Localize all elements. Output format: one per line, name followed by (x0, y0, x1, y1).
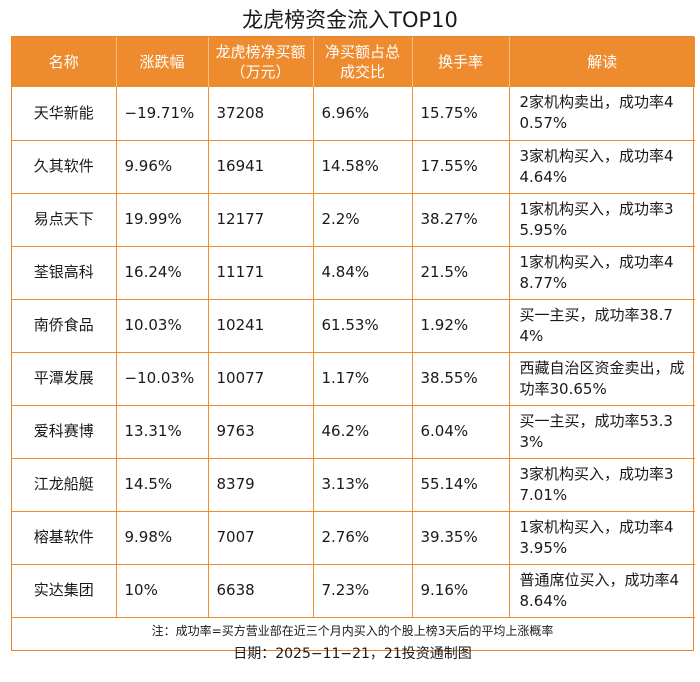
table-row: 天华新能 −19.71% 37208 6.96% 15.75% 2家机构卖出，成… (12, 87, 695, 141)
interpretation-cell: 2家机构卖出，成功率40.57% (509, 87, 695, 141)
ratio-cell: 7.23% (313, 564, 413, 618)
stock-name: 实达集团 (12, 564, 117, 618)
header-name: 名称 (12, 37, 117, 87)
ratio-cell: 61.53% (313, 299, 413, 353)
change-cell: 10% (116, 564, 209, 618)
ratio-cell: 14.58% (313, 140, 413, 194)
table-row: 平潭发展 −10.03% 10077 1.17% 38.55% 西藏自治区资金卖… (12, 352, 695, 406)
header-turnover: 换手率 (412, 37, 510, 87)
turnover-cell: 21.5% (412, 246, 510, 300)
stock-name: 久其软件 (12, 140, 117, 194)
table-row: 榕基软件 9.98% 7007 2.76% 39.35% 1家机构买入，成功率4… (12, 511, 695, 565)
change-cell: 14.5% (116, 458, 209, 512)
turnover-cell: 15.75% (412, 87, 510, 141)
net-buy-cell: 7007 (208, 511, 314, 565)
ratio-cell: 46.2% (313, 405, 413, 459)
turnover-cell: 38.55% (412, 352, 510, 406)
interpretation-cell: 1家机构买入，成功率43.95% (509, 511, 695, 565)
turnover-cell: 55.14% (412, 458, 510, 512)
footnote: 注：成功率=买方营业部在近三个月内买入的个股上榜3天后的平均上涨概率 (151, 624, 554, 638)
net-buy-cell: 6638 (208, 564, 314, 618)
table-row: 久其软件 9.96% 16941 14.58% 17.55% 3家机构买入，成功… (12, 140, 695, 194)
date-credit: 日期：2025−11−21，21投资通制图 (233, 646, 472, 662)
stock-name: 荃银高科 (12, 246, 117, 300)
stock-name: 易点天下 (12, 193, 117, 247)
change-cell: 9.98% (116, 511, 209, 565)
stock-name: 平潭发展 (12, 352, 117, 406)
net-buy-cell: 16941 (208, 140, 314, 194)
ratio-cell: 1.17% (313, 352, 413, 406)
interpretation-cell: 西藏自治区资金卖出，成功率30.65% (509, 352, 695, 406)
interpretation-cell: 普通席位买入，成功率48.64% (509, 564, 695, 618)
interpretation-cell: 3家机构买入，成功率37.01% (509, 458, 695, 512)
data-table: 名称 涨跌幅 龙虎榜净买额（万元） 净买额占总成交比 换手率 解读 天华新能 −… (12, 37, 695, 618)
interpretation-cell: 买一主买，成功率53.33% (509, 405, 695, 459)
net-buy-cell: 37208 (208, 87, 314, 141)
header-interpretation: 解读 (509, 37, 695, 87)
table-row: 爱科赛博 13.31% 9763 46.2% 6.04% 买一主买，成功率53.… (12, 405, 695, 459)
net-buy-cell: 10241 (208, 299, 314, 353)
header-net-buy: 龙虎榜净买额（万元） (208, 37, 314, 87)
interpretation-cell: 1家机构买入，成功率35.95% (509, 193, 695, 247)
change-cell: 9.96% (116, 140, 209, 194)
ratio-cell: 2.2% (313, 193, 413, 247)
turnover-cell: 1.92% (412, 299, 510, 353)
table-row: 实达集团 10% 6638 7.23% 9.16% 普通席位买入，成功率48.6… (12, 564, 695, 618)
turnover-cell: 38.27% (412, 193, 510, 247)
interpretation-cell: 1家机构买入，成功率48.77% (509, 246, 695, 300)
net-buy-cell: 11171 (208, 246, 314, 300)
stock-name: 爱科赛博 (12, 405, 117, 459)
change-cell: 13.31% (116, 405, 209, 459)
turnover-cell: 9.16% (412, 564, 510, 618)
table-row: 江龙船艇 14.5% 8379 3.13% 55.14% 3家机构买入，成功率3… (12, 458, 695, 512)
change-cell: −10.03% (116, 352, 209, 406)
header-change: 涨跌幅 (116, 37, 209, 87)
interpretation-cell: 3家机构买入，成功率44.64% (509, 140, 695, 194)
table-row: 荃银高科 16.24% 11171 4.84% 21.5% 1家机构买入，成功率… (12, 246, 695, 300)
stock-name: 榕基软件 (12, 511, 117, 565)
header-row: 名称 涨跌幅 龙虎榜净买额（万元） 净买额占总成交比 换手率 解读 (12, 37, 695, 87)
net-buy-cell: 9763 (208, 405, 314, 459)
net-buy-cell: 10077 (208, 352, 314, 406)
ratio-cell: 4.84% (313, 246, 413, 300)
ratio-cell: 6.96% (313, 87, 413, 141)
stock-name: 天华新能 (12, 87, 117, 141)
turnover-cell: 6.04% (412, 405, 510, 459)
ratio-cell: 2.76% (313, 511, 413, 565)
net-buy-cell: 8379 (208, 458, 314, 512)
change-cell: 10.03% (116, 299, 209, 353)
change-cell: −19.71% (116, 87, 209, 141)
change-cell: 19.99% (116, 193, 209, 247)
change-cell: 16.24% (116, 246, 209, 300)
stock-name: 南侨食品 (12, 299, 117, 353)
page-title: 龙虎榜资金流入TOP10 (242, 8, 458, 32)
turnover-cell: 39.35% (412, 511, 510, 565)
table-row: 易点天下 19.99% 12177 2.2% 38.27% 1家机构买入，成功率… (12, 193, 695, 247)
header-ratio: 净买额占总成交比 (313, 37, 413, 87)
turnover-cell: 17.55% (412, 140, 510, 194)
ratio-cell: 3.13% (313, 458, 413, 512)
table-row: 南侨食品 10.03% 10241 61.53% 1.92% 买一主买，成功率3… (12, 299, 695, 353)
net-buy-cell: 12177 (208, 193, 314, 247)
stock-name: 江龙船艇 (12, 458, 117, 512)
data-table-frame: 名称 涨跌幅 龙虎榜净买额（万元） 净买额占总成交比 换手率 解读 天华新能 −… (11, 36, 695, 651)
interpretation-cell: 买一主买，成功率38.74% (509, 299, 695, 353)
